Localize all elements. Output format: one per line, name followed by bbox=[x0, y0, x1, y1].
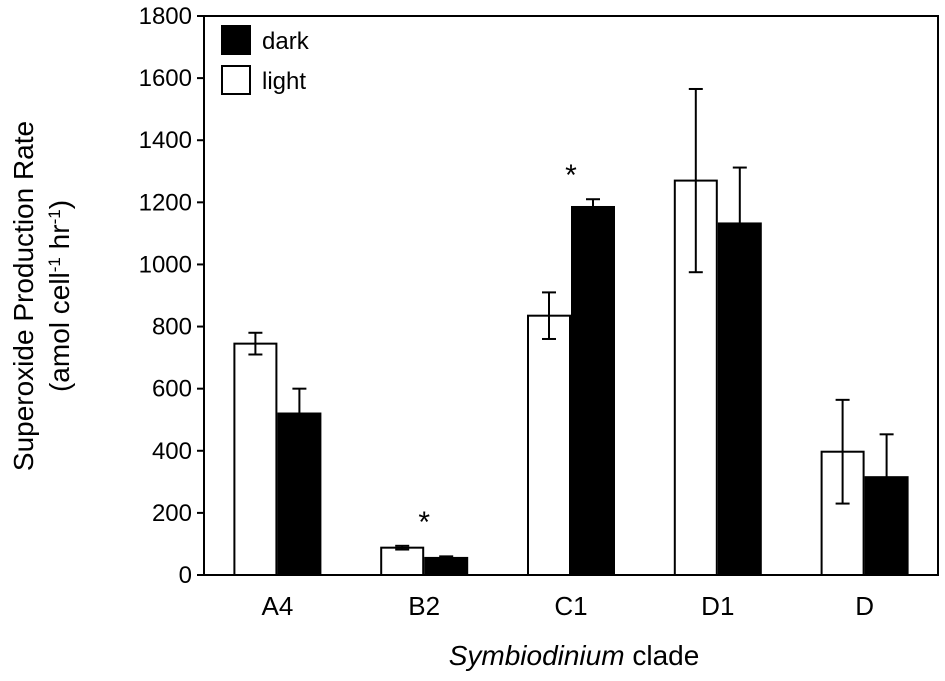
significance-star-C1: * bbox=[565, 159, 577, 192]
significance-annotations: ** bbox=[418, 159, 577, 539]
legend-swatch-dark bbox=[221, 25, 251, 55]
y-tick-label-200: 200 bbox=[152, 500, 192, 527]
y-tick-label-0: 0 bbox=[179, 562, 192, 589]
y-axis-title-mid: hr bbox=[44, 224, 75, 257]
y-axis-title-close: ) bbox=[44, 200, 75, 209]
bar-light-C1 bbox=[527, 314, 571, 576]
y-tick-label-1000: 1000 bbox=[139, 251, 192, 278]
bar-dark-B2 bbox=[424, 556, 469, 576]
y-axis-title-open: (amol cell bbox=[44, 272, 75, 392]
x-axis-tick-labels: A4 B2 C1 D1 D bbox=[261, 591, 873, 621]
svg-text:(amol cell-1 hr-1): (amol cell-1 hr-1) bbox=[44, 200, 75, 392]
x-axis-title-rest: clade bbox=[625, 640, 700, 671]
y-axis-title-line1: Superoxide Production Rate bbox=[8, 121, 39, 471]
y-axis-title-sup2: -1 bbox=[45, 209, 64, 224]
y-tick-label-1400: 1400 bbox=[139, 127, 192, 154]
legend-swatch-light bbox=[221, 65, 251, 95]
x-tick-label-C1: C1 bbox=[554, 591, 587, 621]
bar-dark-A4 bbox=[277, 412, 322, 576]
y-tick-label-1800: 1800 bbox=[139, 3, 192, 30]
x-tick-label-A4: A4 bbox=[261, 591, 293, 621]
y-axis-title-sup1: -1 bbox=[45, 257, 64, 272]
plot-area bbox=[203, 15, 939, 576]
x-tick-label-D: D bbox=[855, 591, 874, 621]
y-tick-label-800: 800 bbox=[152, 314, 192, 341]
significance-star-B2: * bbox=[418, 506, 430, 539]
bar-light-A4 bbox=[233, 342, 278, 576]
x-tick-label-D1: D1 bbox=[701, 591, 734, 621]
legend-label-dark: dark bbox=[262, 28, 310, 55]
legend-label-light: light bbox=[262, 68, 306, 95]
y-tick-label-1600: 1600 bbox=[139, 65, 192, 92]
bar-light-B2 bbox=[380, 546, 425, 576]
y-axis-ticks: 0 200 400 600 800 1000 1200 1400 1600 1800 bbox=[139, 3, 204, 589]
y-axis-title: Superoxide Production Rate (amol cell-1 … bbox=[8, 121, 75, 471]
x-tick-label-B2: B2 bbox=[408, 591, 440, 621]
bar-dark-C1 bbox=[571, 205, 615, 576]
x-axis-title: Symbiodinium clade bbox=[449, 640, 700, 671]
legend: dark light bbox=[221, 25, 310, 95]
y-tick-label-1200: 1200 bbox=[139, 189, 192, 216]
y-tick-label-600: 600 bbox=[152, 376, 192, 403]
svg-text:Superoxide Production Rate: Superoxide Production Rate bbox=[8, 121, 39, 471]
x-axis-title-italic: Symbiodinium bbox=[449, 640, 625, 671]
y-tick-label-400: 400 bbox=[152, 438, 192, 465]
